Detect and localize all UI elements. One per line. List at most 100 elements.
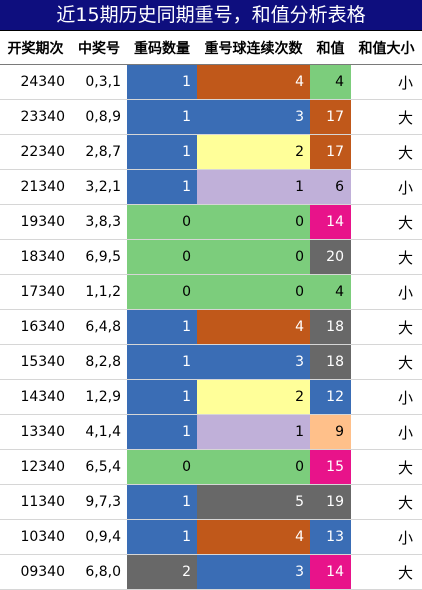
numbers-cell: 6,4,8	[71, 309, 127, 345]
period-cell: 17340	[0, 274, 71, 310]
header-sum-size: 和值大小	[351, 31, 422, 65]
repeat-count-cell: 0	[127, 449, 197, 485]
period-cell: 15340	[0, 344, 71, 380]
period-cell: 13340	[0, 414, 71, 450]
sum-size-cell: 小	[351, 379, 422, 415]
period-cell: 22340	[0, 134, 71, 170]
table-row: 11340 9,7,3 1 5 19 大	[0, 484, 422, 520]
table-row: 09340 6,8,0 2 3 14 大	[0, 554, 422, 590]
sum-cell: 20	[310, 239, 351, 275]
repeat-streak-cell: 0	[197, 449, 310, 485]
period-cell: 18340	[0, 239, 71, 275]
table-row: 14340 1,2,9 1 2 12 小	[0, 379, 422, 415]
table-row: 23340 0,8,9 1 3 17 大	[0, 99, 422, 135]
sum-cell: 4	[310, 64, 351, 100]
repeat-count-cell: 0	[127, 204, 197, 240]
sum-size-cell: 大	[351, 309, 422, 345]
repeat-streak-cell: 4	[197, 64, 310, 100]
history-table: 开奖期次 中奖号 重码数量 重号球连续次数 和值 和值大小 24340 0,3,1…	[0, 31, 422, 590]
numbers-cell: 0,3,1	[71, 64, 127, 100]
sum-cell: 17	[310, 99, 351, 135]
sum-cell: 19	[310, 484, 351, 520]
repeat-streak-cell: 1	[197, 414, 310, 450]
repeat-count-cell: 0	[127, 274, 197, 310]
repeat-streak-cell: 0	[197, 239, 310, 275]
numbers-cell: 4,1,4	[71, 414, 127, 450]
table-row: 19340 3,8,3 0 0 14 大	[0, 204, 422, 240]
table-row: 10340 0,9,4 1 4 13 小	[0, 519, 422, 555]
period-cell: 21340	[0, 169, 71, 205]
sum-size-cell: 大	[351, 239, 422, 275]
sum-cell: 18	[310, 344, 351, 380]
sum-size-cell: 小	[351, 64, 422, 100]
sum-cell: 9	[310, 414, 351, 450]
repeat-streak-cell: 4	[197, 309, 310, 345]
table-title: 近15期历史同期重号，和值分析表格	[0, 0, 422, 31]
numbers-cell: 0,9,4	[71, 519, 127, 555]
repeat-count-cell: 1	[127, 519, 197, 555]
table-row: 16340 6,4,8 1 4 18 大	[0, 309, 422, 345]
period-cell: 14340	[0, 379, 71, 415]
period-cell: 24340	[0, 64, 71, 100]
sum-cell: 15	[310, 449, 351, 485]
sum-size-cell: 小	[351, 274, 422, 310]
numbers-cell: 6,5,4	[71, 449, 127, 485]
repeat-count-cell: 2	[127, 554, 197, 590]
numbers-cell: 6,8,0	[71, 554, 127, 590]
header-period: 开奖期次	[0, 31, 71, 65]
numbers-cell: 9,7,3	[71, 484, 127, 520]
repeat-count-cell: 1	[127, 484, 197, 520]
repeat-streak-cell: 4	[197, 519, 310, 555]
numbers-cell: 2,8,7	[71, 134, 127, 170]
table-row: 12340 6,5,4 0 0 15 大	[0, 449, 422, 485]
period-cell: 19340	[0, 204, 71, 240]
sum-cell: 4	[310, 274, 351, 310]
sum-size-cell: 大	[351, 554, 422, 590]
table-row: 17340 1,1,2 0 0 4 小	[0, 274, 422, 310]
sum-size-cell: 大	[351, 99, 422, 135]
repeat-count-cell: 1	[127, 64, 197, 100]
numbers-cell: 1,2,9	[71, 379, 127, 415]
repeat-streak-cell: 0	[197, 274, 310, 310]
sum-cell: 12	[310, 379, 351, 415]
repeat-count-cell: 1	[127, 169, 197, 205]
sum-size-cell: 小	[351, 519, 422, 555]
header-sum: 和值	[310, 31, 351, 65]
repeat-streak-cell: 3	[197, 99, 310, 135]
sum-size-cell: 大	[351, 204, 422, 240]
numbers-cell: 3,2,1	[71, 169, 127, 205]
sum-cell: 6	[310, 169, 351, 205]
sum-size-cell: 大	[351, 344, 422, 380]
repeat-count-cell: 1	[127, 134, 197, 170]
repeat-count-cell: 1	[127, 344, 197, 380]
header-repeat-streak: 重号球连续次数	[197, 31, 310, 65]
sum-cell: 14	[310, 554, 351, 590]
sum-cell: 14	[310, 204, 351, 240]
header-row: 开奖期次 中奖号 重码数量 重号球连续次数 和值 和值大小	[0, 31, 422, 65]
repeat-streak-cell: 1	[197, 169, 310, 205]
repeat-streak-cell: 2	[197, 134, 310, 170]
repeat-count-cell: 0	[127, 239, 197, 275]
sum-size-cell: 小	[351, 414, 422, 450]
table-row: 24340 0,3,1 1 4 4 小	[0, 64, 422, 100]
sum-size-cell: 大	[351, 484, 422, 520]
numbers-cell: 3,8,3	[71, 204, 127, 240]
repeat-count-cell: 1	[127, 309, 197, 345]
period-cell: 09340	[0, 554, 71, 590]
repeat-streak-cell: 2	[197, 379, 310, 415]
table-row: 15340 8,2,8 1 3 18 大	[0, 344, 422, 380]
period-cell: 12340	[0, 449, 71, 485]
sum-cell: 17	[310, 134, 351, 170]
header-numbers: 中奖号	[71, 31, 127, 65]
numbers-cell: 6,9,5	[71, 239, 127, 275]
sum-size-cell: 大	[351, 134, 422, 170]
table-row: 21340 3,2,1 1 1 6 小	[0, 169, 422, 205]
period-cell: 23340	[0, 99, 71, 135]
sum-cell: 13	[310, 519, 351, 555]
period-cell: 10340	[0, 519, 71, 555]
table-row: 13340 4,1,4 1 1 9 小	[0, 414, 422, 450]
repeat-streak-cell: 0	[197, 204, 310, 240]
numbers-cell: 8,2,8	[71, 344, 127, 380]
repeat-streak-cell: 3	[197, 344, 310, 380]
repeat-streak-cell: 5	[197, 484, 310, 520]
